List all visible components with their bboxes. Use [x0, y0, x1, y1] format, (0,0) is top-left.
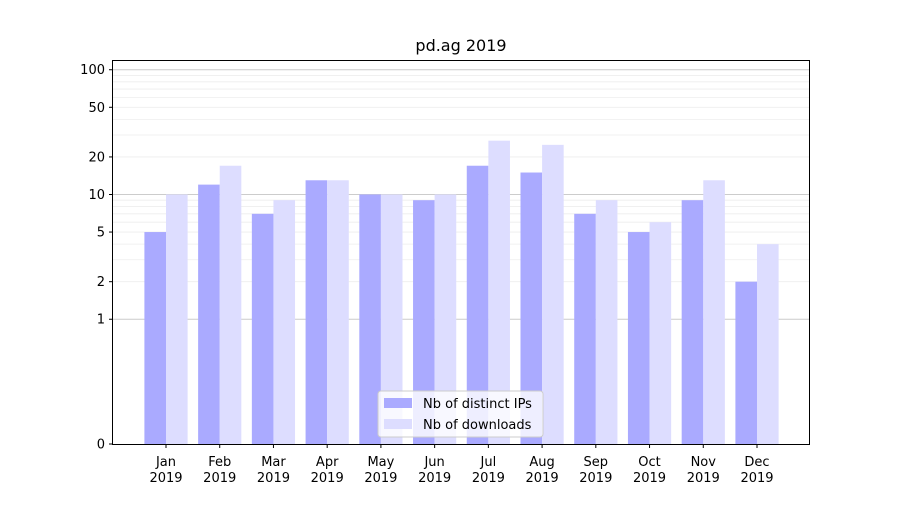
x-tick-label-month: Nov: [691, 455, 717, 470]
bar-distinct-ips-oct: [627, 232, 650, 444]
y-tick-label: 0: [97, 438, 105, 453]
legend-label: Nb of downloads: [423, 418, 532, 433]
y-tick-label: 100: [80, 63, 105, 78]
x-tick-label-year: 2019: [418, 471, 451, 486]
bar-downloads-may: [380, 194, 403, 444]
plot-frame: [112, 60, 810, 445]
bar-downloads-jul: [488, 140, 510, 444]
x-tick-label-month: Sep: [584, 455, 609, 470]
x-tick-label-month: Jul: [480, 455, 497, 470]
y-tick-label: 2: [97, 275, 105, 290]
legend-swatch: [384, 419, 412, 429]
x-tick-label-month: Oct: [638, 455, 660, 470]
x-tick-label-month: Jun: [423, 455, 444, 470]
bar-downloads-feb: [219, 165, 242, 445]
x-tick-label-year: 2019: [633, 471, 666, 486]
bar-distinct-ips-aug: [520, 172, 543, 445]
x-tick-label-month: Mar: [261, 455, 286, 470]
y-tick-label: 10: [88, 188, 105, 203]
bar-distinct-ips-apr: [305, 180, 328, 445]
bar-downloads-oct: [649, 222, 672, 444]
bar-distinct-ips-mar: [251, 213, 274, 444]
x-tick-label-month: May: [367, 455, 394, 470]
bar-distinct-ips-may: [359, 194, 381, 444]
bars: [144, 140, 779, 445]
y-tick-label: 20: [88, 150, 105, 165]
bar-downloads-aug: [542, 144, 564, 444]
legend-box: [377, 390, 544, 438]
x-tick-label-year: 2019: [311, 471, 344, 486]
bar-distinct-ips-nov: [681, 200, 704, 444]
x-tick-label-year: 2019: [740, 471, 773, 486]
bar-distinct-ips-feb: [198, 184, 220, 444]
chart-title: pd.ag 2019: [415, 36, 506, 55]
x-tick-label-month: Apr: [316, 455, 339, 470]
x-tick-label-month: Feb: [208, 455, 231, 470]
x-tick-label-year: 2019: [364, 471, 397, 486]
y-axis: 0 1 2 5 10 20 50 100: [80, 63, 113, 453]
y-tick-label: 50: [88, 101, 105, 116]
legend: Nb of distinct IPs Nb of downloads: [377, 390, 544, 438]
legend-label: Nb of distinct IPs: [423, 397, 532, 412]
bar-distinct-ips-jun: [413, 200, 435, 444]
x-tick-label-year: 2019: [472, 471, 505, 486]
y-tick-label: 1: [97, 313, 105, 328]
bar-downloads-jan: [166, 194, 188, 444]
legend-swatch: [384, 398, 412, 408]
bar-distinct-ips-sep: [574, 213, 596, 444]
bar-distinct-ips-dec: [735, 281, 757, 444]
bar-downloads-apr: [327, 180, 349, 445]
bar-downloads-sep: [595, 200, 618, 444]
x-tick-label-year: 2019: [149, 471, 182, 486]
bar-distinct-ips-jan: [144, 232, 166, 444]
bar-downloads-nov: [703, 180, 725, 445]
x-tick-label-year: 2019: [257, 471, 290, 486]
x-tick-label-year: 2019: [687, 471, 720, 486]
x-tick-label-year: 2019: [579, 471, 612, 486]
x-tick-label-month: Dec: [744, 455, 769, 470]
x-tick-label-year: 2019: [203, 471, 236, 486]
y-tick-label: 5: [97, 226, 105, 241]
bar-distinct-ips-jul: [466, 165, 489, 445]
x-tick-label-month: Jan: [155, 455, 176, 470]
x-tick-label-month: Aug: [529, 455, 554, 470]
x-axis: Jan2019Feb2019Mar2019Apr2019May2019Jun20…: [149, 444, 774, 486]
bar-downloads-dec: [757, 244, 779, 444]
bar-downloads-jun: [434, 194, 457, 444]
bar-downloads-mar: [273, 200, 296, 444]
x-tick-label-year: 2019: [526, 471, 559, 486]
